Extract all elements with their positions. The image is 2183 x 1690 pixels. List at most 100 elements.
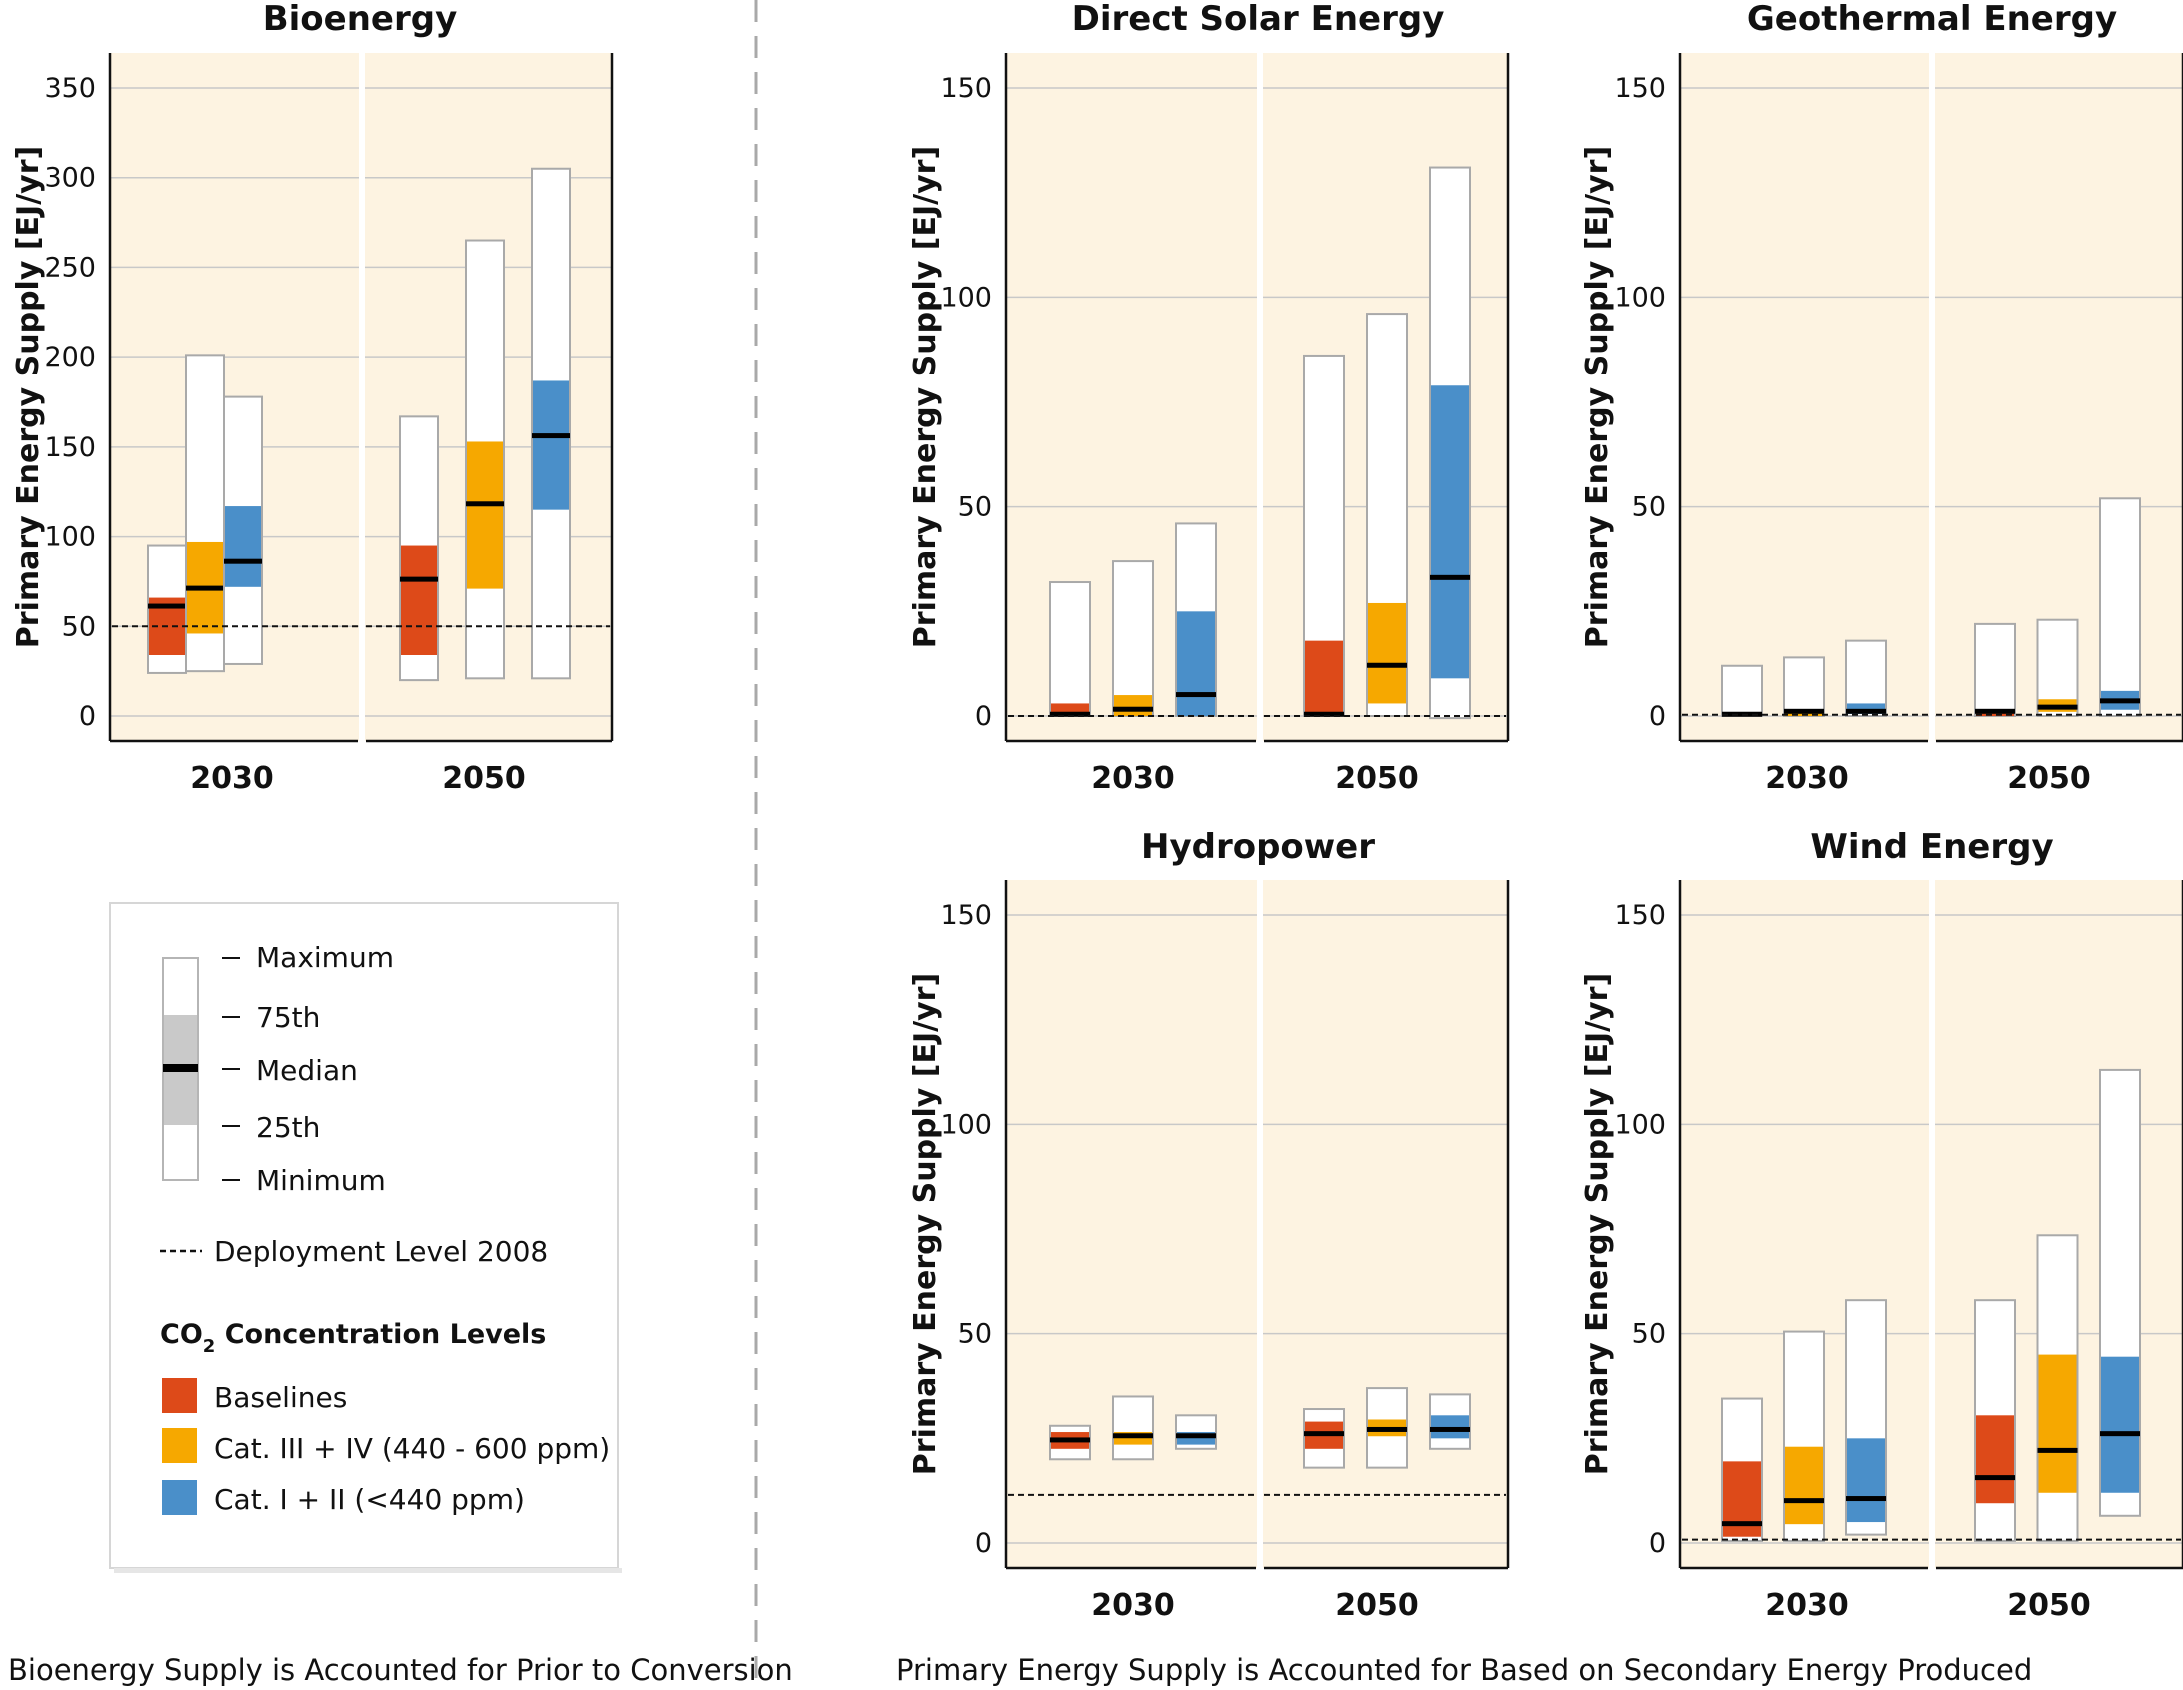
box-iqr — [467, 441, 503, 589]
note-bioenergy: Bioenergy Supply is Accounted for Prior … — [8, 1653, 793, 1687]
x-category-label: 2050 — [1335, 1588, 1419, 1623]
panel-title: Wind Energy — [1810, 827, 2053, 867]
box-median — [1846, 708, 1886, 714]
year-separator — [1257, 880, 1263, 1568]
box-iqr — [2038, 1354, 2077, 1493]
y-tick-label: 100 — [1614, 282, 1666, 313]
y-axis-label: Primary Energy Supply [EJ/yr] — [1580, 973, 1615, 1475]
y-tick-label: 0 — [975, 1528, 992, 1559]
year-separator — [359, 53, 365, 741]
box-range — [1721, 664, 1763, 718]
y-tick-label: 150 — [1614, 900, 1666, 931]
x-category-label: 2050 — [442, 761, 526, 796]
y-tick-label: 0 — [79, 701, 96, 732]
box-median — [1975, 1475, 2015, 1481]
box-median — [1050, 711, 1090, 717]
legend-stat-maximum: Maximum — [256, 941, 394, 974]
box-median — [2037, 1447, 2078, 1453]
box-median — [186, 585, 224, 591]
box-median — [532, 433, 570, 439]
box-median — [1722, 1521, 1762, 1527]
note-primary-energy: Primary Energy Supply is Accounted for B… — [896, 1653, 2032, 1687]
box-median — [400, 576, 438, 582]
panel-direct-solar-energy: 0 50 100 150 Direct Solar Energy Primary Ener… — [908, 0, 1510, 796]
box-median — [1367, 1426, 1407, 1432]
legend-stat-25th: 25th — [256, 1111, 320, 1144]
box-median — [1113, 1433, 1153, 1439]
panel-title: Direct Solar Energy — [1072, 0, 1445, 39]
box-median — [1784, 1498, 1824, 1504]
x-category-label: 2050 — [1335, 761, 1419, 796]
box-median — [1784, 708, 1824, 714]
panel-title: Geothermal Energy — [1747, 0, 2117, 39]
box-iqr — [1976, 1415, 2014, 1504]
y-tick-label: 300 — [44, 163, 96, 194]
box-median — [1430, 1426, 1470, 1432]
y-tick-label: 50 — [1632, 492, 1666, 523]
panel-title: Bioenergy — [263, 0, 458, 39]
legend-label-cat34: Cat. III + IV (440 - 600 ppm) — [214, 1432, 610, 1465]
y-tick-label: 50 — [62, 611, 96, 642]
y-axis-label: Primary Energy Supply [EJ/yr] — [1580, 146, 1615, 648]
y-tick-label: 50 — [1632, 1319, 1666, 1350]
panel-geothermal-energy: 0 50 100 150 Geothermal Energy Primary Energy… — [1580, 0, 2183, 796]
box-median — [1176, 1433, 1216, 1439]
box-range — [1112, 1395, 1154, 1461]
y-tick-label: 0 — [975, 701, 992, 732]
panel-hydropower: 0 50 100 150 Hydropower Primary Energy Supply… — [908, 827, 1510, 1623]
x-category-label: 2030 — [1091, 761, 1175, 796]
box-iqr — [2101, 1356, 2139, 1493]
year-separator — [1929, 880, 1935, 1568]
legend-deployment-label: Deployment Level 2008 — [214, 1235, 548, 1268]
y-axis-label: Primary Energy Supply [EJ/yr] — [11, 146, 46, 648]
y-tick-label: 150 — [940, 73, 992, 104]
box-iqr — [1847, 1438, 1885, 1523]
y-tick-label: 250 — [44, 252, 96, 283]
box-range — [2099, 497, 2141, 717]
y-tick-label: 150 — [44, 432, 96, 463]
box-median — [1304, 1431, 1344, 1437]
legend-co2-subscript: 2 — [203, 1336, 216, 1357]
box-iqr — [1305, 640, 1343, 716]
box-median — [1113, 706, 1153, 712]
box-iqr — [1368, 602, 1406, 704]
box-median — [224, 558, 262, 564]
box-median — [1430, 574, 1470, 580]
legend-swatch-baselines — [162, 1378, 197, 1413]
legend-label-cat12: Cat. I + II (<440 ppm) — [214, 1483, 525, 1516]
y-tick-label: 0 — [1649, 701, 1666, 732]
box-median — [2100, 1431, 2140, 1437]
x-category-label: 2030 — [1765, 761, 1849, 796]
y-tick-label: 200 — [44, 342, 96, 373]
box-iqr — [401, 545, 437, 655]
y-tick-label: 150 — [1614, 73, 1666, 104]
y-tick-label: 100 — [940, 1109, 992, 1140]
box-median — [1846, 1496, 1886, 1502]
legend-swatch-cat34 — [162, 1428, 197, 1463]
box-range — [1974, 622, 2016, 717]
box-iqr — [1177, 611, 1215, 716]
y-tick-label: 100 — [940, 282, 992, 313]
box-iqr — [1431, 1415, 1469, 1439]
y-axis-label: Primary Energy Supply [EJ/yr] — [908, 146, 943, 648]
box-iqr — [225, 506, 261, 587]
box-iqr — [533, 380, 569, 510]
panel-wind-energy: 0 50 100 150 Wind Energy Primary Energy Suppl… — [1580, 827, 2183, 1623]
legend-stat-75th: 75th — [256, 1001, 320, 1034]
panel-bioenergy: 0 50 100 150 200 250 300 350 Bioenergy Primary En… — [11, 0, 614, 796]
y-axis-label: Primary Energy Supply [EJ/yr] — [908, 973, 943, 1475]
legend-co2-suffix: Concentration Levels — [215, 1319, 546, 1350]
legend-frame-shadow — [114, 1568, 622, 1573]
year-separator — [1929, 53, 1935, 741]
panel-title: Hydropower — [1141, 827, 1375, 867]
box-median — [2100, 698, 2140, 704]
x-category-label: 2050 — [2007, 1588, 2091, 1623]
legend-label-baselines: Baselines — [214, 1381, 347, 1414]
x-category-label: 2030 — [1091, 1588, 1175, 1623]
box-median — [1176, 692, 1216, 698]
legend-co2-prefix: CO — [160, 1319, 203, 1350]
box-iqr — [1847, 703, 1885, 714]
box-iqr — [1785, 1446, 1823, 1525]
box-range — [1112, 560, 1154, 717]
y-tick-label: 0 — [1649, 1528, 1666, 1559]
